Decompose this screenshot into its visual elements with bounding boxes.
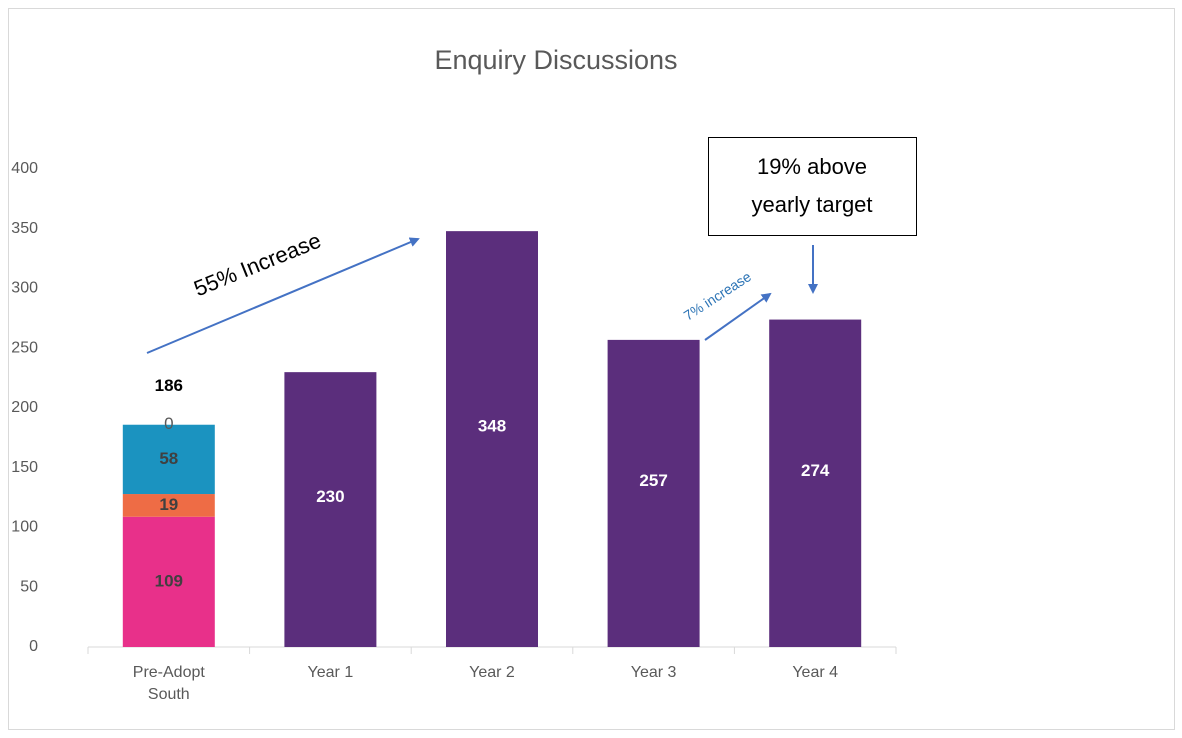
bar-segment	[122, 494, 215, 517]
data-label: 58	[159, 449, 178, 468]
y-tick-label: 200	[11, 399, 38, 416]
x-tick-label: Pre-Adopt South	[132, 664, 205, 703]
arrow	[704, 292, 772, 341]
chart-title: Enquiry Discussions	[434, 45, 677, 75]
arrow	[146, 237, 420, 354]
data-label: 257	[639, 471, 667, 490]
bar-segment	[122, 516, 215, 647]
y-tick-label: 250	[11, 339, 38, 356]
x-tick-label: Year 1	[307, 664, 354, 681]
bar-segment	[607, 339, 700, 647]
y-tick-label: 100	[11, 519, 38, 536]
callout-text: yearly target	[751, 192, 872, 217]
y-tick-label: 0	[29, 638, 38, 655]
data-label: 0	[164, 414, 173, 433]
callout-box	[708, 137, 917, 236]
data-label: 230	[316, 487, 344, 506]
bar-segment	[446, 231, 538, 647]
callout-text: 19% above	[757, 154, 867, 179]
total-label: 186	[155, 376, 183, 395]
data-label: 19	[159, 495, 178, 514]
data-label: 348	[478, 417, 506, 436]
y-tick-label: 50	[20, 578, 38, 595]
data-label: 109	[155, 571, 183, 590]
data-label: 274	[801, 461, 830, 480]
x-tick-label: Year 2	[469, 664, 515, 681]
y-tick-label: 300	[11, 280, 38, 297]
bar-segment	[284, 372, 377, 647]
x-tick-label: Year 3	[630, 664, 677, 681]
y-tick-label: 400	[11, 160, 38, 177]
y-tick-label: 150	[11, 459, 38, 476]
bar-segment	[122, 424, 215, 495]
x-tick-label: Year 4	[792, 664, 839, 681]
bar-segment	[769, 319, 862, 647]
y-tick-label: 350	[11, 220, 38, 237]
